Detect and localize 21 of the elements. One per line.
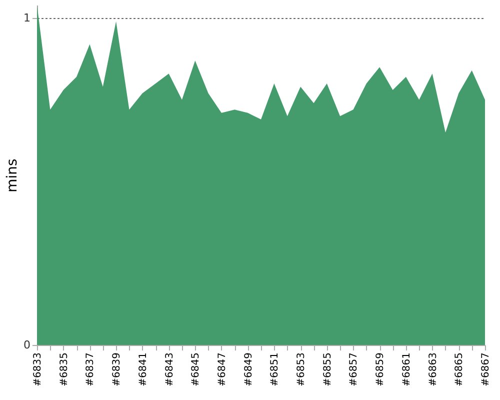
x-tick-label: #6841 xyxy=(138,352,149,386)
x-tick-label: #6851 xyxy=(270,352,281,386)
x-tick-label: #6843 xyxy=(164,352,176,386)
x-tick-label: #6845 xyxy=(190,352,202,386)
x-tick-label: #6863 xyxy=(428,352,439,386)
x-tick-label: #6849 xyxy=(243,352,254,386)
x-tick-label: #6865 xyxy=(454,352,466,386)
x-tick-label: #6847 xyxy=(216,352,228,386)
x-tick-label: #6839 xyxy=(112,352,123,386)
y-tick-label: 1 xyxy=(24,12,30,25)
x-tick-label: #6857 xyxy=(348,352,360,386)
x-tick-label: #6861 xyxy=(401,352,412,386)
x-tick-label: #6859 xyxy=(375,352,386,386)
x-tick-label: #6837 xyxy=(85,352,96,386)
x-tick-label: #6835 xyxy=(58,352,70,386)
x-tick-label: #6855 xyxy=(322,352,334,386)
x-tick-label: #6853 xyxy=(296,352,308,386)
y-axis-title: mins xyxy=(4,158,20,192)
y-tick-label: 0 xyxy=(24,338,30,352)
x-tick-label: #6867 xyxy=(480,352,492,386)
x-tick-label: #6833 xyxy=(32,352,44,386)
